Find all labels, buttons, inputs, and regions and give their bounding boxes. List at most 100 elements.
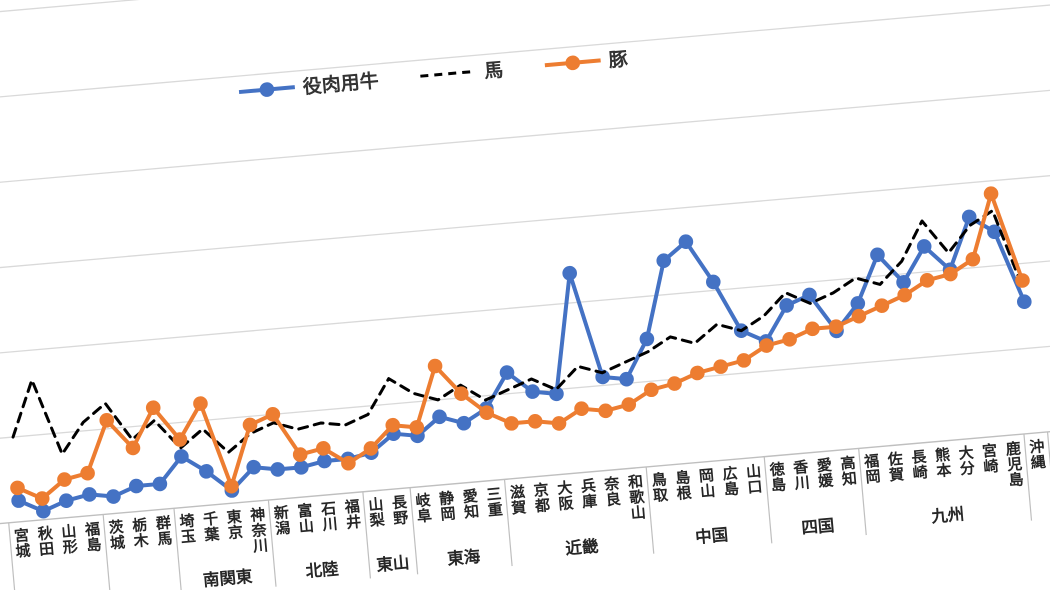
series-marker-0 (562, 265, 577, 281)
series-marker-0 (36, 503, 51, 519)
category-group-separator (858, 448, 867, 536)
category-label: 岡山 (698, 467, 716, 501)
series-marker-0 (152, 476, 168, 492)
series-marker-2 (385, 417, 401, 433)
series-marker-0 (802, 287, 817, 303)
series-marker-0 (870, 247, 885, 263)
series-marker-2 (828, 319, 844, 335)
gridline (0, 81, 1050, 195)
category-label: 香川 (792, 458, 811, 493)
series-marker-2 (805, 321, 820, 337)
category-group-separator (645, 466, 655, 554)
category-label: 福井 (343, 497, 362, 532)
category-label: 兵庫 (580, 476, 598, 511)
series-marker-0 (619, 371, 634, 387)
category-label: 宮城 (13, 526, 31, 561)
series-marker-0 (59, 493, 74, 508)
series-marker-2 (943, 266, 958, 282)
series-marker-2 (172, 432, 188, 447)
category-label: 沖縄 (1029, 437, 1047, 472)
series-marker-0 (916, 239, 932, 254)
category-label: 福島 (83, 520, 102, 555)
category-group-separator (1023, 433, 1033, 521)
category-label: 茨城 (108, 519, 126, 553)
series-marker-0 (270, 462, 285, 477)
category-label: 高知 (840, 454, 858, 489)
region-label: 中国 (694, 524, 729, 547)
series-marker-2 (667, 376, 682, 391)
series-marker-2 (919, 272, 935, 288)
series-marker-2 (145, 400, 161, 416)
legend-label-1: 馬 (483, 59, 504, 83)
category-label: 岐阜 (415, 491, 434, 526)
series-marker-2 (34, 491, 50, 506)
series-marker-0 (199, 464, 214, 479)
region-label: 九州 (930, 504, 966, 526)
gridline (0, 0, 1050, 110)
category-label: 鹿児島 (1004, 439, 1024, 489)
series-marker-0 (705, 274, 721, 290)
category-label: 島根 (675, 468, 693, 503)
series-marker-2 (224, 478, 239, 494)
series-marker-2 (504, 416, 519, 431)
series-marker-2 (874, 298, 890, 313)
series-marker-2 (80, 465, 95, 481)
series-marker-0 (174, 449, 189, 464)
series-marker-0 (499, 365, 515, 380)
category-label: 秋田 (37, 524, 56, 559)
category-label: 東京 (226, 507, 244, 542)
category-label: 和歌山 (627, 473, 647, 522)
series-marker-2 (10, 480, 25, 496)
series-marker-0 (850, 296, 866, 311)
series-marker-2 (193, 396, 208, 411)
category-label: 長崎 (911, 448, 930, 482)
legend-marker-0 (259, 82, 275, 97)
series-marker-0 (293, 460, 309, 475)
series-marker-0 (678, 234, 694, 249)
category-label: 熊本 (934, 446, 952, 481)
series-marker-2 (644, 382, 659, 398)
series-marker-0 (11, 493, 26, 508)
category-group-separator (102, 514, 112, 590)
category-group-separator (503, 479, 513, 567)
series-marker-2 (427, 358, 443, 374)
category-label: 佐賀 (886, 450, 905, 485)
series-marker-2 (242, 417, 258, 433)
legend-marker-2 (565, 55, 581, 71)
category-label: 大分 (958, 443, 976, 478)
series-marker-2 (57, 472, 72, 487)
gridline (0, 165, 1050, 279)
series-marker-2 (736, 353, 752, 368)
series-marker-2 (341, 455, 356, 471)
legend-label-0: 役肉用牛 (302, 69, 380, 99)
category-label: 宮崎 (981, 441, 999, 476)
series-marker-0 (246, 459, 261, 475)
category-group-separator (8, 522, 17, 590)
category-label: 福岡 (862, 452, 881, 487)
category-label: 京都 (532, 481, 551, 516)
series-marker-0 (525, 384, 540, 399)
region-label: 四国 (801, 516, 836, 538)
x-axis-line (0, 429, 1050, 530)
series-marker-2 (453, 386, 469, 401)
series-line-2 (15, 191, 1025, 501)
legend: 役肉用牛 馬 豚 (238, 48, 630, 99)
category-label: 愛媛 (815, 456, 835, 491)
series-marker-0 (639, 331, 655, 347)
series-marker-2 (409, 420, 425, 435)
category-group-separator (1046, 431, 1050, 519)
category-label: 神奈川 (249, 505, 270, 555)
series-marker-0 (1017, 294, 1032, 310)
category-label: 山梨 (367, 496, 386, 530)
series-marker-2 (527, 413, 543, 429)
series-marker-2 (965, 251, 981, 267)
category-label: 滋賀 (508, 483, 527, 518)
series-marker-2 (782, 332, 797, 347)
category-label: 広島 (722, 464, 740, 499)
region-label: 近畿 (564, 535, 599, 558)
series-marker-2 (598, 403, 613, 419)
series-marker-0 (82, 487, 97, 502)
